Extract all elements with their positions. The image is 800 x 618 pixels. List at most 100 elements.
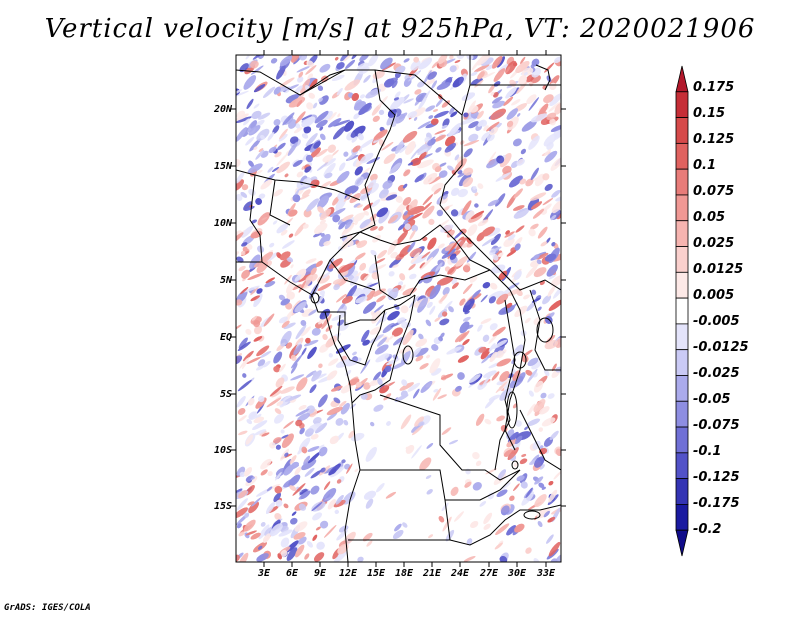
velocity-cell bbox=[373, 404, 384, 412]
velocity-cell bbox=[359, 152, 374, 164]
velocity-cell bbox=[260, 522, 266, 527]
velocity-cell bbox=[317, 444, 325, 450]
velocity-cell bbox=[440, 373, 454, 380]
velocity-cell bbox=[441, 311, 448, 317]
velocity-cell bbox=[513, 208, 530, 219]
velocity-cell bbox=[251, 110, 262, 119]
velocity-cell bbox=[295, 408, 310, 417]
velocity-cell bbox=[327, 144, 336, 153]
velocity-cell bbox=[314, 110, 329, 124]
velocity-cell bbox=[482, 334, 490, 342]
colorbar-label: 0.1 bbox=[693, 158, 717, 173]
velocity-cell bbox=[408, 199, 418, 212]
velocity-cell bbox=[267, 471, 273, 477]
velocity-cell bbox=[284, 173, 289, 178]
velocity-cell bbox=[316, 162, 328, 171]
velocity-cell bbox=[414, 174, 424, 183]
lon-label-33e: 33E bbox=[536, 568, 556, 579]
velocity-cell bbox=[262, 533, 271, 543]
velocity-cell bbox=[292, 284, 302, 291]
velocity-cell bbox=[431, 344, 439, 351]
velocity-cell bbox=[252, 420, 268, 430]
velocity-cell bbox=[249, 138, 261, 152]
velocity-cell bbox=[301, 459, 317, 471]
velocity-cell bbox=[441, 427, 452, 435]
velocity-cell bbox=[411, 224, 419, 232]
velocity-cell bbox=[296, 377, 308, 392]
colorbar-swatch bbox=[675, 297, 689, 325]
velocity-cell bbox=[282, 112, 295, 126]
velocity-cell bbox=[520, 56, 526, 64]
velocity-cell bbox=[254, 429, 267, 436]
velocity-cell bbox=[288, 209, 298, 217]
velocity-cell bbox=[411, 71, 420, 78]
velocity-cell bbox=[429, 358, 441, 374]
velocity-cell bbox=[304, 553, 310, 560]
velocity-cell bbox=[407, 111, 418, 119]
colorbar-label: -0.05 bbox=[693, 392, 731, 407]
velocity-cell bbox=[239, 287, 249, 295]
velocity-cell bbox=[518, 75, 527, 85]
velocity-cell bbox=[297, 76, 304, 83]
velocity-cell bbox=[517, 113, 521, 117]
velocity-cell bbox=[271, 167, 280, 172]
velocity-cell bbox=[238, 265, 246, 272]
lat-label-eq: EQ bbox=[219, 332, 232, 343]
velocity-cell bbox=[271, 390, 282, 398]
colorbar-swatch bbox=[675, 220, 689, 247]
velocity-cell bbox=[463, 555, 476, 562]
velocity-cell bbox=[531, 58, 540, 67]
velocity-cell bbox=[485, 397, 496, 409]
velocity-cell bbox=[534, 494, 547, 508]
colorbar-label: -0.005 bbox=[693, 314, 740, 329]
velocity-cell bbox=[259, 251, 273, 265]
velocity-cell bbox=[263, 86, 276, 99]
velocity-cell bbox=[317, 274, 330, 284]
velocity-cell bbox=[544, 253, 557, 262]
velocity-cell bbox=[243, 519, 256, 532]
velocity-cell bbox=[283, 322, 296, 330]
velocity-cell bbox=[344, 220, 352, 230]
velocity-cell bbox=[280, 537, 290, 548]
velocity-cell bbox=[451, 277, 458, 285]
velocity-cell bbox=[537, 306, 542, 311]
velocity-cell bbox=[265, 502, 276, 514]
velocity-cell bbox=[280, 429, 285, 434]
velocity-cell bbox=[362, 339, 370, 346]
velocity-cell bbox=[369, 326, 382, 335]
velocity-cell bbox=[472, 482, 482, 491]
map-title: Vertical velocity [m/s] at 925hPa, VT: 2… bbox=[44, 14, 756, 44]
velocity-cell bbox=[272, 220, 278, 225]
velocity-cell bbox=[236, 116, 252, 123]
velocity-cell bbox=[293, 532, 306, 540]
velocity-cell bbox=[338, 262, 355, 273]
velocity-cell bbox=[266, 486, 273, 492]
velocity-cell bbox=[483, 512, 493, 525]
velocity-cell bbox=[434, 129, 446, 135]
velocity-cell bbox=[388, 335, 394, 340]
velocity-cell bbox=[455, 385, 462, 392]
velocity-cell bbox=[310, 267, 317, 276]
velocity-cell bbox=[248, 188, 256, 196]
velocity-cell bbox=[472, 186, 477, 190]
velocity-cell bbox=[323, 240, 331, 246]
velocity-cell bbox=[237, 341, 251, 352]
velocity-cell bbox=[447, 266, 455, 275]
velocity-cell bbox=[294, 521, 308, 532]
velocity-cell bbox=[505, 302, 518, 314]
velocity-cell bbox=[500, 482, 511, 490]
velocity-cell bbox=[331, 313, 347, 321]
velocity-cell bbox=[542, 173, 550, 181]
velocity-cell bbox=[431, 368, 442, 376]
velocity-cell bbox=[528, 390, 534, 397]
velocity-cell bbox=[393, 97, 400, 101]
velocity-cell bbox=[474, 203, 479, 208]
velocity-cell bbox=[521, 354, 529, 363]
colorbar-label: 0.05 bbox=[693, 210, 726, 225]
velocity-cell bbox=[253, 84, 266, 93]
velocity-cell bbox=[278, 133, 288, 142]
velocity-cell bbox=[279, 128, 288, 140]
velocity-cell bbox=[552, 285, 561, 299]
colorbar-label: -0.1 bbox=[693, 444, 722, 459]
